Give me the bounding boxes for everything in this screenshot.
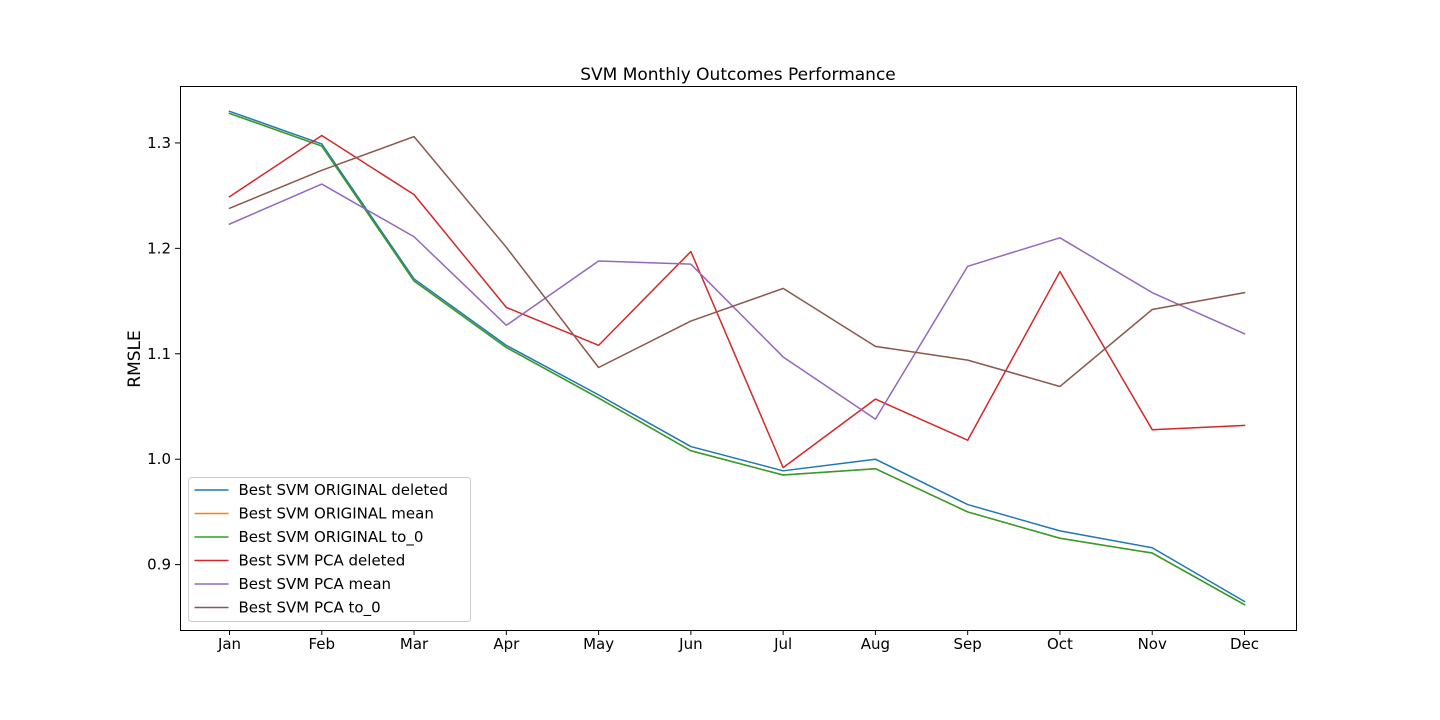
x-tick-label: Nov — [1138, 635, 1167, 653]
x-tick-label: Dec — [1230, 635, 1259, 653]
x-tick-label: May — [583, 635, 614, 653]
chart-title: SVM Monthly Outcomes Performance — [580, 65, 896, 85]
x-tick-label: Jun — [678, 635, 702, 653]
x-tick-label: Jul — [773, 635, 792, 653]
y-axis-label: RMSLE — [125, 330, 145, 387]
legend-label: Best SVM PCA mean — [239, 575, 392, 593]
series-line-4 — [228, 183, 1246, 420]
x-tick-label: Sep — [954, 635, 982, 653]
y-tick-label: 1.2 — [147, 239, 171, 257]
legend: Best SVM ORIGINAL deleted Best SVM ORIGIN… — [188, 477, 471, 622]
y-tick-label: 0.9 — [147, 556, 171, 574]
legend-box — [188, 477, 471, 622]
x-tick-label: Mar — [400, 635, 429, 653]
legend-label: Best SVM ORIGINAL deleted — [239, 481, 449, 499]
y-axis: 0.9 1.0 1.1 1.2 1.3 — [147, 134, 180, 574]
x-tick-label: Feb — [308, 635, 335, 653]
series-line-3 — [228, 134, 1246, 469]
y-tick-label: 1.1 — [147, 345, 171, 363]
series-line-2 — [228, 112, 1246, 606]
y-tick-label: 1.0 — [147, 450, 171, 468]
x-tick-label: Jan — [217, 635, 241, 653]
legend-label: Best SVM ORIGINAL to_0 — [239, 528, 424, 547]
x-tick-label: Aug — [861, 635, 890, 653]
legend-label: Best SVM PCA to_0 — [239, 599, 381, 618]
legend-label: Best SVM ORIGINAL mean — [239, 505, 434, 523]
series-line-0 — [228, 110, 1246, 603]
plot-frame — [180, 86, 1297, 631]
plot-lines — [228, 110, 1246, 606]
y-tick-label: 1.3 — [147, 134, 171, 152]
x-tick-label: Oct — [1047, 635, 1073, 653]
legend-label: Best SVM PCA deleted — [239, 552, 406, 570]
series-line-5 — [228, 135, 1246, 388]
x-axis: Jan Feb Mar Apr May Jun Jul Aug Sep Oct Nov Dec — [217, 630, 1259, 653]
x-tick-label: Apr — [493, 635, 520, 653]
